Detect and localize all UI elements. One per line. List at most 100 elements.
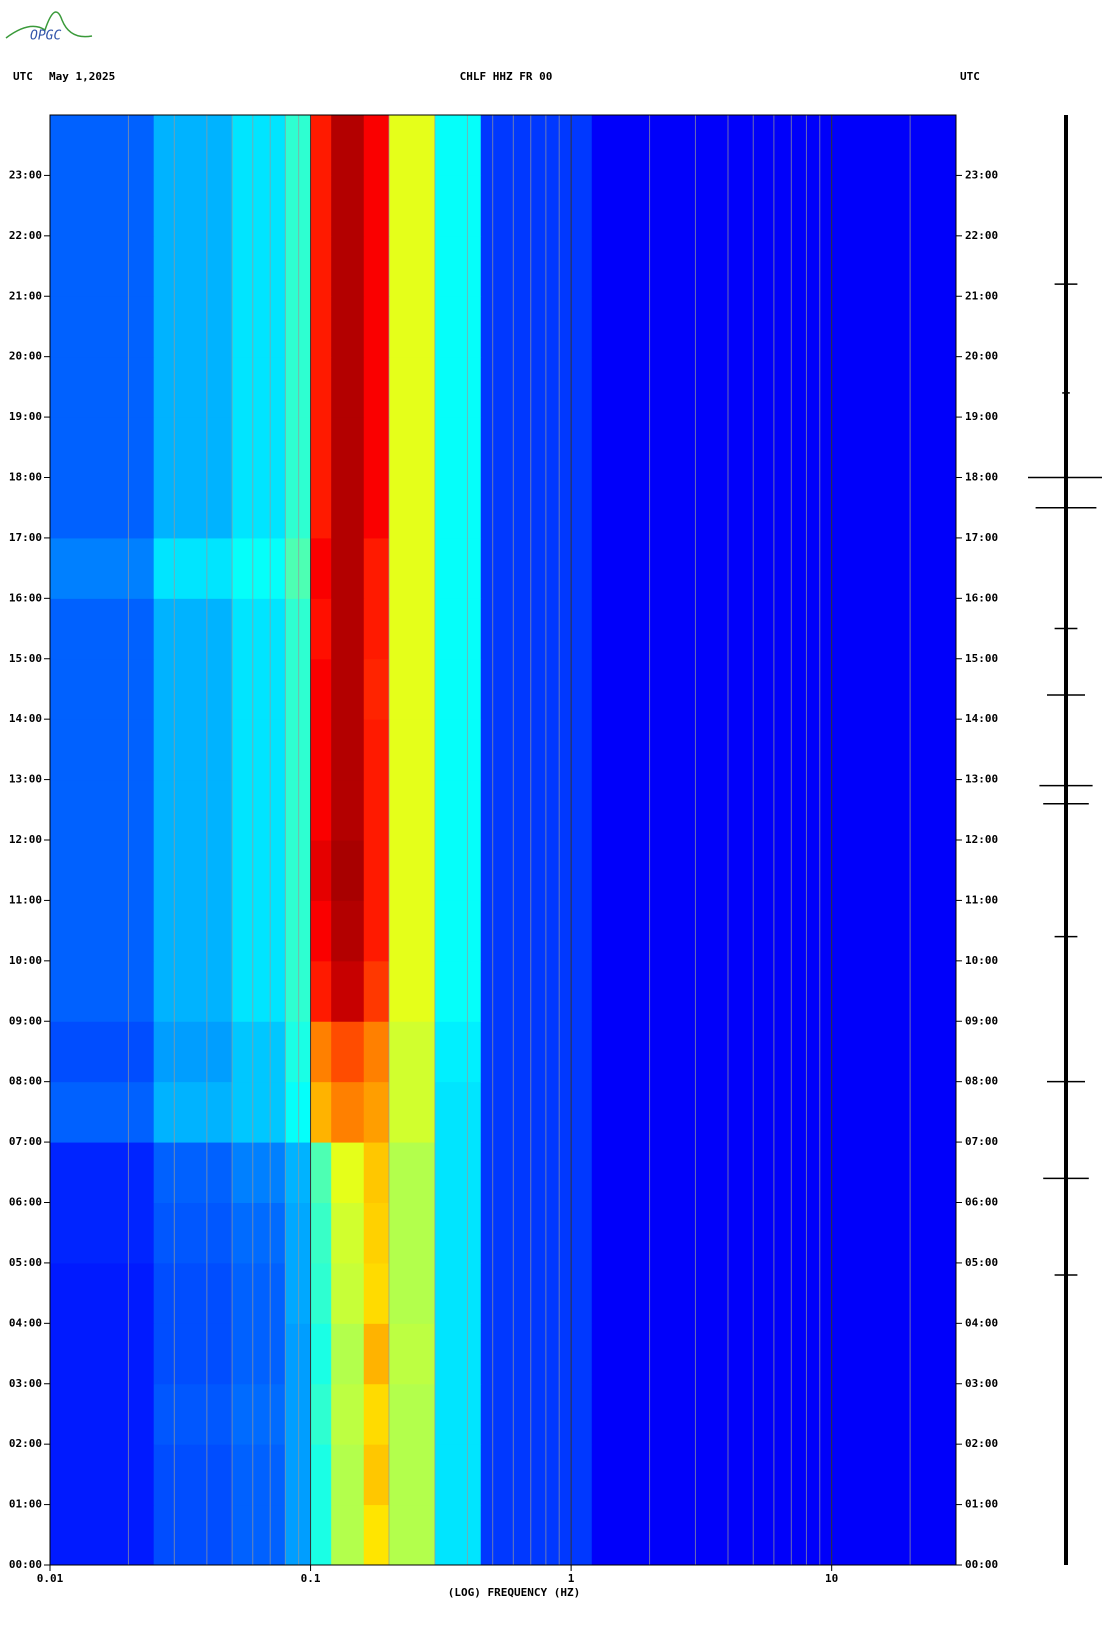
spectrogram-cell <box>310 537 332 599</box>
x-tick-label: 1 <box>568 1572 575 1585</box>
spectrogram-cell <box>310 1323 332 1385</box>
spectrogram-cell <box>480 840 593 901</box>
spectrogram-cell <box>388 537 436 599</box>
y-tick-label: 13:00 <box>965 773 998 786</box>
spectrogram-cell <box>434 417 482 478</box>
spectrogram-cell <box>363 840 390 901</box>
spectrogram-cell <box>310 840 332 901</box>
spectrogram-cell <box>363 175 390 237</box>
spectrogram-cell <box>153 537 233 599</box>
spectrogram-cell <box>50 1262 155 1324</box>
spectrogram-cell <box>310 175 332 237</box>
spectrogram-cell <box>232 1021 286 1083</box>
spectrogram-cell <box>363 960 390 1022</box>
seismogram-trace <box>1064 115 1068 1565</box>
spectrogram-cell <box>310 417 332 478</box>
spectrogram-cell <box>331 719 365 781</box>
spectrogram-cell <box>232 417 286 478</box>
spectrogram-cell <box>363 477 390 539</box>
y-tick-label: 08:00 <box>965 1075 998 1088</box>
y-tick-label: 06:00 <box>965 1196 998 1209</box>
spectrogram-cell <box>331 477 365 539</box>
spectrogram-cell <box>434 115 482 176</box>
spectrogram-cell <box>331 1323 365 1385</box>
spectrogram-cell <box>232 1081 286 1143</box>
spectrogram-cell <box>480 175 593 237</box>
y-tick-label: 04:00 <box>965 1316 998 1329</box>
spectrogram-cell <box>310 356 332 418</box>
spectrogram-cell <box>50 840 155 901</box>
spectrogram-cell <box>388 598 436 660</box>
chart-title: CHLF HHZ FR 00 <box>460 70 553 83</box>
spectrogram-cell <box>363 417 390 478</box>
spectrogram-cell <box>50 1383 155 1445</box>
spectrogram-cell <box>232 1383 286 1445</box>
spectrogram-cell <box>310 477 332 539</box>
spectrogram-cell <box>232 658 286 720</box>
spectrogram-cell <box>232 719 286 781</box>
y-tick-label: 18:00 <box>9 471 42 484</box>
spectrogram-cell <box>363 1081 390 1143</box>
spectrogram-cell <box>310 1202 332 1264</box>
spectrogram-cell <box>232 598 286 660</box>
spectrogram-cell <box>388 175 436 237</box>
spectrogram-cell <box>331 296 365 358</box>
spectrogram-cell <box>480 356 593 418</box>
spectrogram-cell <box>388 1444 436 1506</box>
spectrogram-cell <box>434 1383 482 1445</box>
spectrogram-cell <box>50 477 155 539</box>
right-label: UTC <box>960 70 980 83</box>
spectrogram-cell <box>232 296 286 358</box>
spectrogram-cell <box>153 840 233 901</box>
spectrogram-cell <box>331 1021 365 1083</box>
spectrogram-cell <box>331 356 365 418</box>
y-tick-label: 05:00 <box>965 1256 998 1269</box>
spectrogram-cell <box>310 900 332 962</box>
spectrogram-cell <box>434 960 482 1022</box>
spectrogram-cell <box>153 1444 233 1506</box>
spectrogram-cell <box>310 235 332 297</box>
spectrogram-cell <box>480 779 593 841</box>
spectrogram-cell <box>50 960 155 1022</box>
spectrogram-cell <box>480 658 593 720</box>
y-tick-label: 00:00 <box>9 1558 42 1571</box>
spectrogram-cell <box>388 960 436 1022</box>
spectrogram-cell <box>388 1081 436 1143</box>
spectrogram-cell <box>310 598 332 660</box>
spectrogram-cell <box>480 1444 593 1506</box>
x-axis-label: (LOG) FREQUENCY (HZ) <box>448 1586 580 1599</box>
y-tick-label: 14:00 <box>9 712 42 725</box>
y-tick-label: 22:00 <box>965 229 998 242</box>
spectrogram-cell <box>232 840 286 901</box>
spectrogram-cell <box>363 1504 390 1566</box>
spectrogram-cell <box>388 779 436 841</box>
y-tick-label: 16:00 <box>965 591 998 604</box>
spectrogram-cell <box>434 719 482 781</box>
spectrogram-cell <box>388 1262 436 1324</box>
spectrogram-cell <box>310 779 332 841</box>
spectrogram-cell <box>331 1262 365 1324</box>
spectrogram-cell <box>331 115 365 176</box>
spectrogram-cell <box>434 1504 482 1566</box>
spectrogram-cell <box>331 658 365 720</box>
spectrogram-cell <box>388 1504 436 1566</box>
spectrogram-cell <box>153 1383 233 1445</box>
y-tick-label: 17:00 <box>965 531 998 544</box>
spectrogram-cell <box>232 960 286 1022</box>
spectrogram-cell <box>388 235 436 297</box>
spectrogram-cell <box>153 658 233 720</box>
y-tick-label: 15:00 <box>965 652 998 665</box>
spectrogram-cell <box>153 417 233 478</box>
spectrogram-cell <box>50 900 155 962</box>
spectrogram-cell <box>331 598 365 660</box>
spectrogram-cell <box>310 1504 332 1566</box>
spectrogram-cell <box>50 719 155 781</box>
spectrogram-cell <box>363 356 390 418</box>
y-tick-label: 19:00 <box>965 410 998 423</box>
y-tick-label: 09:00 <box>965 1014 998 1027</box>
spectrogram-cell <box>434 900 482 962</box>
spectrogram-cell <box>363 1262 390 1324</box>
spectrogram-cell <box>331 779 365 841</box>
y-tick-label: 01:00 <box>9 1498 42 1511</box>
